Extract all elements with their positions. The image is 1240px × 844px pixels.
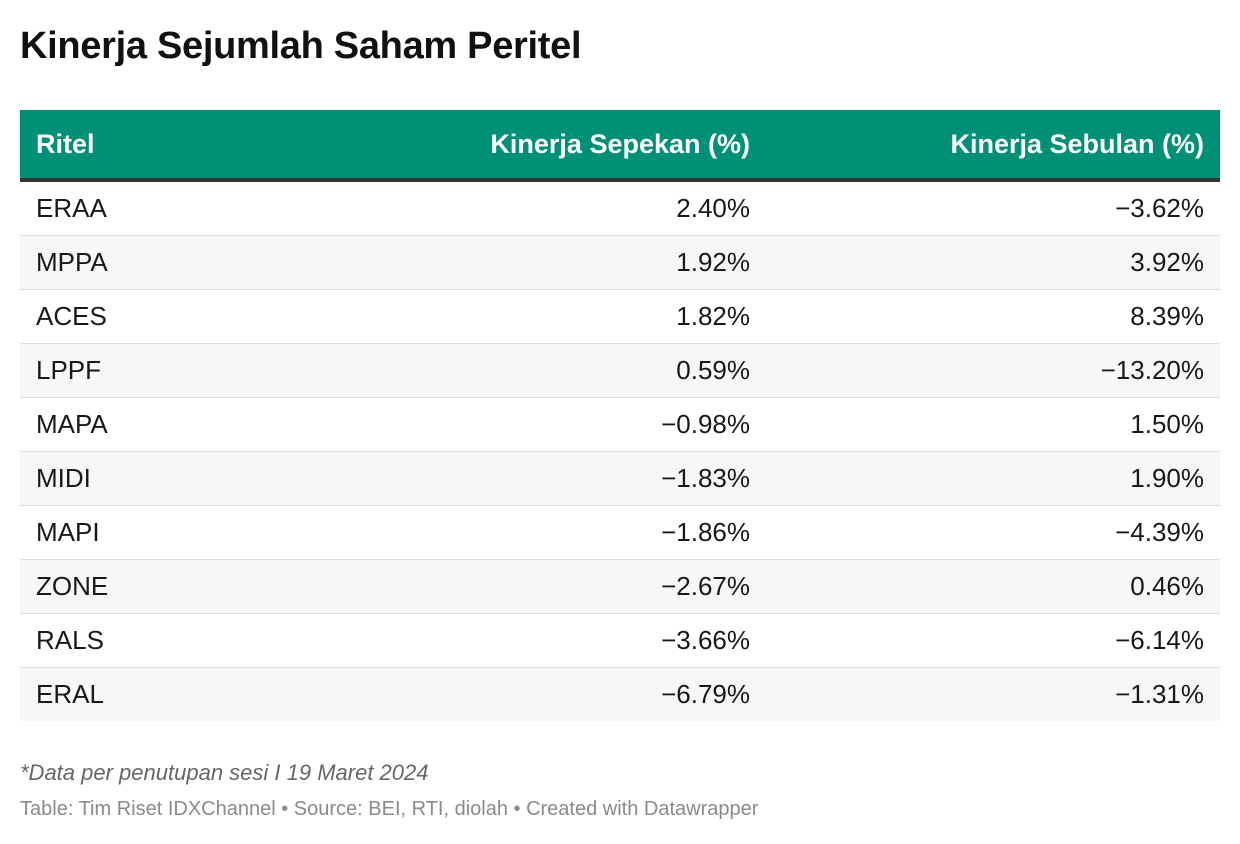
cell-weekly: −3.66%	[312, 613, 766, 668]
performance-table: Ritel Kinerja Sepekan (%) Kinerja Sebula…	[20, 110, 1220, 721]
source-credit: Table: Tim Riset IDXChannel • Source: BE…	[20, 798, 759, 820]
table-row: RALS −3.66% −6.14%	[20, 613, 1220, 668]
cell-monthly: 0.46%	[766, 559, 1220, 614]
table-header-row: Ritel Kinerja Sepekan (%) Kinerja Sebula…	[20, 110, 1220, 182]
cell-monthly: −4.39%	[766, 505, 1220, 560]
table-row: ZONE −2.67% 0.46%	[20, 559, 1220, 614]
cell-weekly: −1.83%	[312, 451, 766, 506]
table-row: ERAL −6.79% −1.31%	[20, 667, 1220, 721]
table-row: MAPA −0.98% 1.50%	[20, 397, 1220, 452]
cell-ticker: RALS	[20, 613, 312, 668]
cell-ticker: ACES	[20, 289, 312, 344]
cell-monthly: 1.90%	[766, 451, 1220, 506]
cell-ticker: MAPI	[20, 505, 312, 560]
table-row: MAPI −1.86% −4.39%	[20, 505, 1220, 560]
column-header-sebulan[interactable]: Kinerja Sebulan (%)	[766, 110, 1220, 182]
cell-ticker: LPPF	[20, 343, 312, 398]
cell-weekly: 1.82%	[312, 289, 766, 344]
table-row: LPPF 0.59% −13.20%	[20, 343, 1220, 398]
cell-weekly: −0.98%	[312, 397, 766, 452]
cell-monthly: 3.92%	[766, 235, 1220, 290]
cell-ticker: MPPA	[20, 235, 312, 290]
column-header-ritel[interactable]: Ritel	[20, 110, 312, 182]
cell-monthly: −13.20%	[766, 343, 1220, 398]
cell-monthly: −1.31%	[766, 667, 1220, 721]
table-row: ACES 1.82% 8.39%	[20, 289, 1220, 344]
cell-weekly: 2.40%	[312, 180, 766, 236]
cell-monthly: −6.14%	[766, 613, 1220, 668]
cell-weekly: −1.86%	[312, 505, 766, 560]
cell-ticker: MAPA	[20, 397, 312, 452]
cell-ticker: ERAL	[20, 667, 312, 721]
cell-monthly: −3.62%	[766, 180, 1220, 236]
column-header-sepekan[interactable]: Kinerja Sepekan (%)	[312, 110, 766, 182]
table-row: ERAA 2.40% −3.62%	[20, 180, 1220, 236]
cell-weekly: 1.92%	[312, 235, 766, 290]
table-row: MPPA 1.92% 3.92%	[20, 235, 1220, 290]
cell-ticker: ZONE	[20, 559, 312, 614]
footnote: *Data per penutupan sesi I 19 Maret 2024	[20, 760, 429, 785]
cell-monthly: 1.50%	[766, 397, 1220, 452]
table-row: MIDI −1.83% 1.90%	[20, 451, 1220, 506]
cell-weekly: −6.79%	[312, 667, 766, 721]
cell-weekly: −2.67%	[312, 559, 766, 614]
cell-weekly: 0.59%	[312, 343, 766, 398]
cell-ticker: ERAA	[20, 180, 312, 236]
cell-ticker: MIDI	[20, 451, 312, 506]
cell-monthly: 8.39%	[766, 289, 1220, 344]
chart-title: Kinerja Sejumlah Saham Peritel	[20, 25, 582, 67]
